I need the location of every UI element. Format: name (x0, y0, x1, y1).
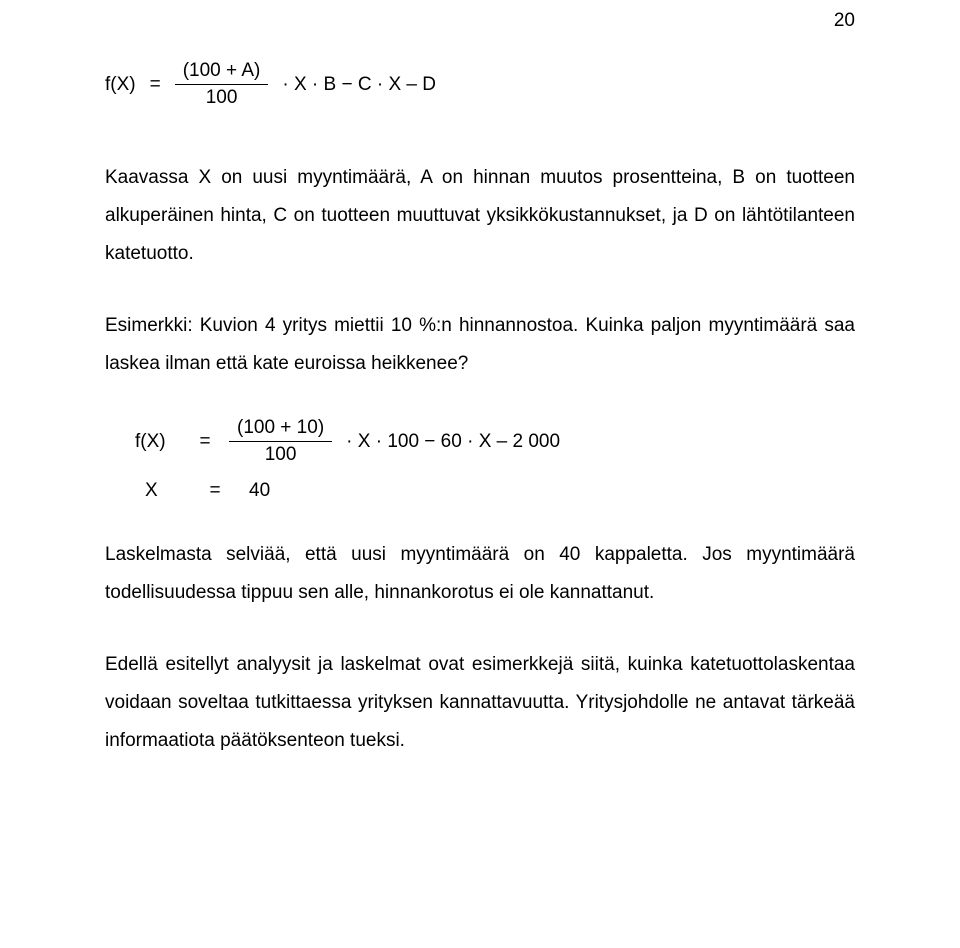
formula-lhs: f(X) (135, 431, 181, 453)
formula-value: 40 (239, 480, 270, 502)
equals-sign: = (195, 431, 215, 453)
paragraph-3: Laskelmasta selviää, että uusi myyntimää… (105, 536, 855, 612)
paragraph-2: Esimerkki: Kuvion 4 yritys miettii 10 %:… (105, 307, 855, 383)
fraction-numerator: (100 + A) (175, 60, 269, 85)
fraction: (100 + 10) 100 (229, 417, 332, 466)
formula-2: f(X) = (100 + 10) 100 · X · 100 − 60 · X… (135, 417, 855, 502)
formula-rhs: · X · 100 − 60 · X – 2 000 (346, 431, 560, 453)
equals-sign: = (205, 480, 225, 502)
formula-1: f(X) = (100 + A) 100 · X · B − C · X – D (105, 60, 855, 109)
paragraph-1: Kaavassa X on uusi myyntimäärä, A on hin… (105, 159, 855, 273)
formula-rhs: · X · B − C · X – D (282, 74, 436, 96)
formula-lhs: f(X) (105, 74, 136, 96)
formula-lhs: X (135, 480, 191, 502)
fraction-numerator: (100 + 10) (229, 417, 332, 442)
fraction-denominator: 100 (206, 85, 238, 109)
page: 20 f(X) = (100 + A) 100 · X · B − C · X … (0, 0, 960, 948)
fraction: (100 + A) 100 (175, 60, 269, 109)
equals-sign: = (150, 74, 161, 96)
fraction-denominator: 100 (265, 442, 297, 466)
paragraph-4: Edellä esitellyt analyysit ja laskelmat … (105, 646, 855, 760)
page-number: 20 (834, 10, 855, 32)
